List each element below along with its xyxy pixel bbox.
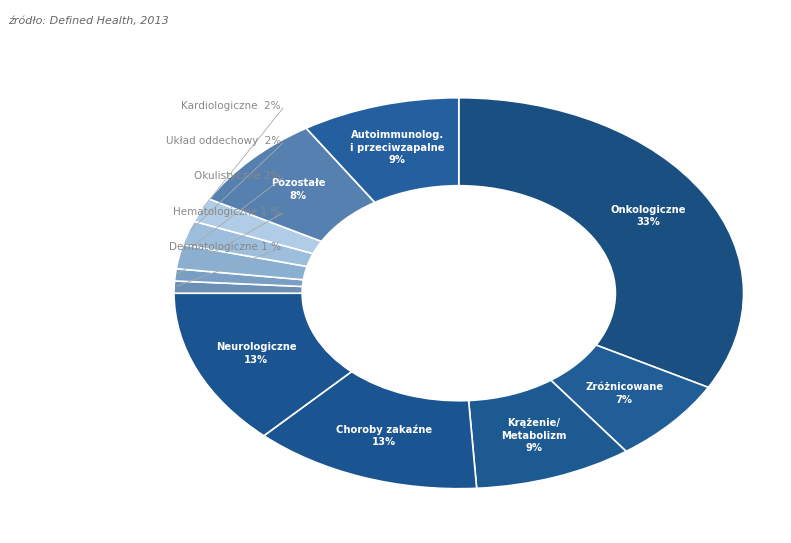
Text: Onkologiczne
33%: Onkologiczne 33% [611,205,687,228]
Wedge shape [183,221,313,267]
Text: Dermatologiczne 1 %: Dermatologiczne 1 % [169,242,281,252]
Wedge shape [264,371,477,489]
Wedge shape [210,128,375,242]
Text: Okulistyczne 2%: Okulistyczne 2% [195,172,281,181]
Text: Zróżnicowane
7%: Zróżnicowane 7% [585,382,664,405]
Wedge shape [468,380,626,488]
Text: Hematologiczne 1 %: Hematologiczne 1 % [173,207,281,217]
Text: Krążenie/
Metabolizm
9%: Krążenie/ Metabolizm 9% [501,418,566,453]
Text: źródło: Defined Health, 2013: źródło: Defined Health, 2013 [8,16,168,26]
Text: Pozostałe
8%: Pozostałe 8% [271,178,325,201]
Wedge shape [551,345,708,451]
Text: Układ oddechowy  2%: Układ oddechowy 2% [165,136,281,146]
Wedge shape [194,199,321,254]
Wedge shape [175,269,304,287]
Text: Kardiologiczne  2%: Kardiologiczne 2% [181,101,281,111]
Wedge shape [306,98,459,203]
Text: Neurologiczne
13%: Neurologiczne 13% [216,342,297,364]
Wedge shape [459,98,744,387]
Text: Choroby zakaźne
13%: Choroby zakaźne 13% [336,424,432,447]
Wedge shape [174,293,351,435]
Wedge shape [174,281,302,293]
Wedge shape [176,244,307,280]
Text: Autoimmunolog.
i przeciwzapalne
9%: Autoimmunolog. i przeciwzapalne 9% [350,130,445,165]
